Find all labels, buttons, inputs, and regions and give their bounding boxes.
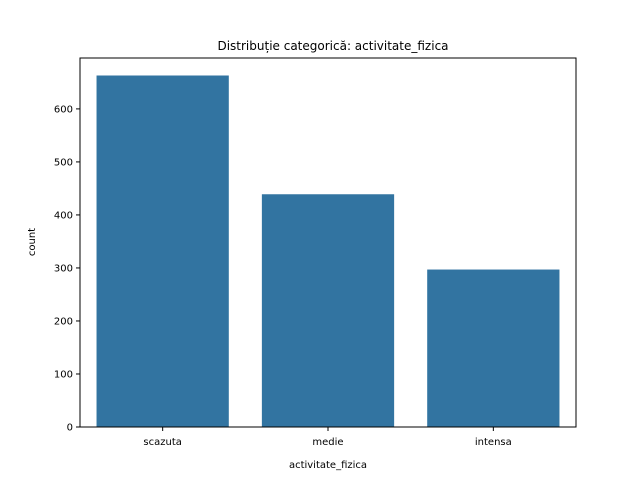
bar-medie: [261, 194, 395, 427]
x-axis-label: activitate_fizica: [289, 460, 367, 471]
chart-title: Distribuție categorică: activitate_fizic…: [217, 39, 448, 53]
x-tick-label-intensa: intensa: [475, 437, 512, 448]
y-axis-label: count: [27, 228, 38, 256]
x-axis-ticks: scazuta medie intensa: [143, 427, 512, 448]
x-tick-label-medie: medie: [312, 437, 343, 448]
y-tick-label-0: 0: [67, 423, 73, 434]
y-tick-label-500: 500: [54, 157, 73, 168]
y-tick-label-400: 400: [54, 210, 73, 221]
y-tick-label-200: 200: [54, 316, 73, 327]
x-tick-label-scazuta: scazuta: [143, 437, 181, 448]
y-axis-ticks: 0 100 200 300 400 500 600: [54, 104, 80, 434]
bar-intensa: [427, 269, 560, 427]
y-tick-label-100: 100: [54, 369, 73, 380]
bar-scazuta: [96, 75, 229, 427]
y-tick-label-600: 600: [54, 104, 73, 115]
bars-group: [96, 75, 560, 427]
y-tick-label-300: 300: [54, 263, 73, 274]
